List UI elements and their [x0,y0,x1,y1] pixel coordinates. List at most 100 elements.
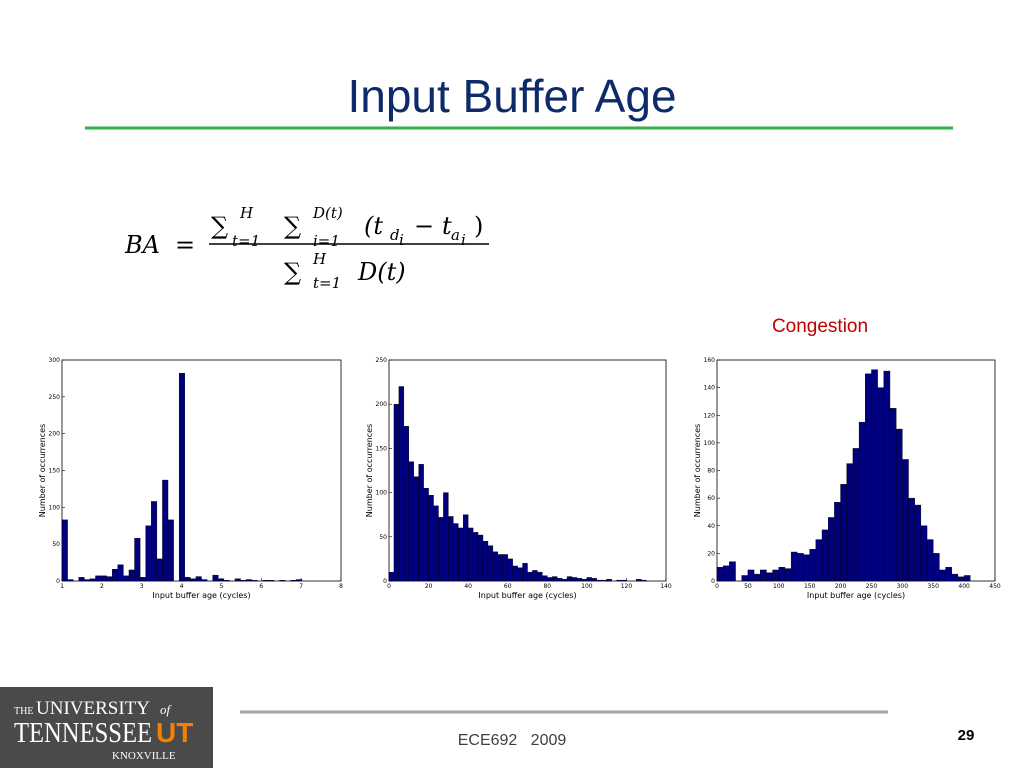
x-tick-label: 0 [715,583,719,590]
formula-part: H [239,204,254,222]
bar [240,580,247,582]
bar [477,534,484,582]
y-tick-label: 100 [49,504,61,511]
x-tick-label: 1 [60,583,64,590]
bar [512,565,518,582]
formula-part: H [312,250,327,268]
bar [403,426,409,582]
bar [61,519,68,582]
formula-part: d [390,226,400,244]
bar [517,567,523,582]
bar [933,553,940,582]
bar [178,373,185,582]
x-tick-label: 5 [220,583,224,590]
bar [809,549,817,582]
y-tick-label: 250 [49,394,61,401]
bar [296,579,303,582]
bar [184,577,191,582]
bar [522,563,528,582]
bar [766,572,773,582]
x-tick-label: 200 [835,583,847,590]
x-tick-label: 100 [581,583,593,590]
x-tick-label: 140 [660,583,672,590]
bar [67,579,74,582]
y-tick-label: 80 [707,468,715,475]
x-tick-label: 60 [504,583,512,590]
logo-box [0,687,213,768]
x-axis-label: Input buffer age (cycles) [478,591,576,600]
bar [268,580,275,582]
bar [487,545,494,582]
logo-text: THE [14,706,33,717]
bar [846,463,854,582]
x-tick-label: 150 [804,583,816,590]
bar [195,576,202,582]
y-tick-label: 160 [704,357,716,364]
bar [542,575,548,582]
y-tick-label: 50 [379,534,387,541]
bar [772,569,779,582]
x-tick-label: 100 [773,583,785,590]
logo-text: TENNESSEE [14,717,152,749]
bar [388,571,395,582]
logo-text: of [160,702,173,717]
x-tick-label: 6 [259,583,263,590]
bar [218,578,225,582]
bar [895,428,903,582]
y-tick-label: 50 [52,541,60,548]
bar [902,459,909,582]
bar [201,579,208,582]
bar [84,579,91,582]
formula-part: i [399,231,404,249]
bar [621,579,627,582]
x-axis-label: Input buffer age (cycles) [152,591,250,600]
y-tick-label: 200 [49,431,61,438]
y-tick-label: 0 [711,578,715,585]
bar [889,408,897,582]
bar [537,571,543,582]
x-axis-label: Input buffer age (cycles) [807,591,905,600]
formula-part: t [442,212,452,240]
bar [834,502,841,582]
bar [393,404,400,582]
formula-part: ) [474,212,483,240]
bar [596,579,602,582]
bar [472,532,479,582]
x-tick-label: 20 [425,583,433,590]
bar [747,569,755,582]
logo-text: KNOXVILLE [112,750,176,762]
bar [556,578,563,582]
x-tick-label: 120 [621,583,633,590]
x-tick-label: 450 [989,583,1001,590]
bar [234,578,241,582]
bar [123,575,130,582]
bar [290,580,297,582]
slide-title: Input Buffer Age [347,70,676,122]
bar [641,579,647,582]
page-number: 29 [958,727,975,744]
formula-part: i [461,231,466,249]
y-tick-label: 200 [376,401,388,408]
x-tick-label: 40 [464,583,472,590]
x-tick-label: 400 [958,583,970,590]
formula-part: D(t) [357,258,406,286]
bar [262,580,269,582]
bar [413,476,419,582]
bar [601,579,607,582]
bar [492,551,499,582]
bar [547,577,553,582]
bar [151,501,158,582]
y-tick-label: 300 [49,357,61,364]
bar [433,505,439,582]
formula-part: t=1 [313,274,341,292]
bar [778,566,786,582]
bar [741,575,749,582]
bar [279,580,286,582]
bar [760,569,767,582]
bar [453,523,459,582]
bar [815,539,823,582]
bar [920,525,928,582]
bar [951,573,959,582]
